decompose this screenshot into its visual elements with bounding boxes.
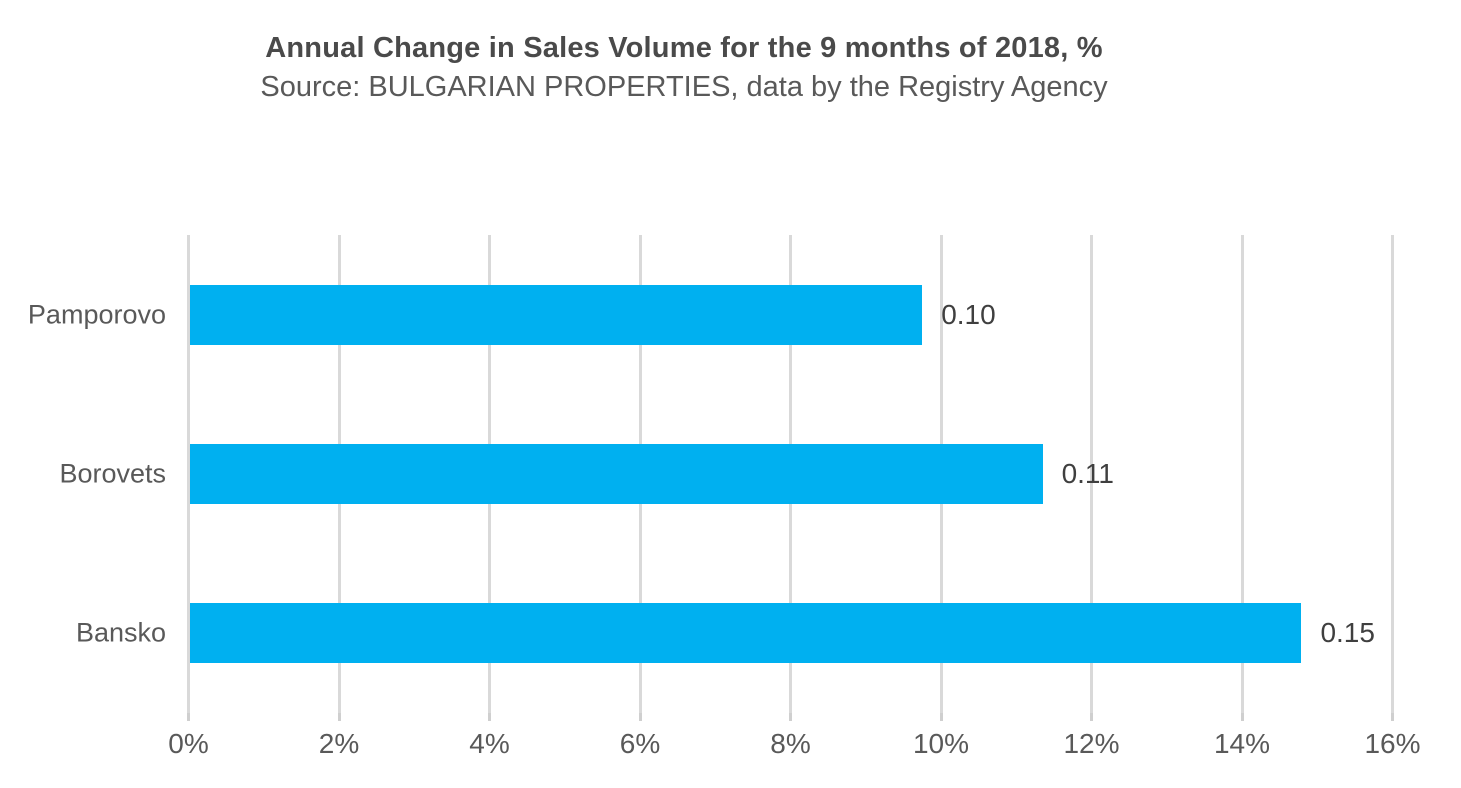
category-label: Bansko: [75, 617, 166, 648]
bar-value-label: 0.11: [1061, 458, 1114, 489]
x-axis-tick-label: 12%: [1063, 728, 1120, 759]
axis-tick: [488, 713, 491, 721]
axis-tick: [337, 713, 341, 721]
gridline: [1090, 235, 1093, 713]
axis-tick: [789, 713, 792, 721]
x-axis-tick-label: 14%: [1213, 728, 1271, 759]
x-axis-tick-label: 2%: [318, 728, 360, 759]
x-axis-tick-label: 8%: [770, 728, 811, 759]
x-axis-tick-label: 4%: [469, 728, 510, 759]
chart-subtitle: Source: BULGARIAN PROPERTIES, data by th…: [260, 70, 1108, 103]
gridline: [187, 235, 190, 713]
x-axis-tick-label: 10%: [912, 728, 970, 759]
gridline: [1240, 235, 1244, 713]
x-axis-tick-label: 16%: [1364, 728, 1421, 759]
category-label: Borovets: [59, 458, 166, 489]
gridline: [1391, 235, 1394, 713]
bar: [190, 284, 923, 345]
axis-tick: [1391, 713, 1394, 721]
axis-tick: [638, 713, 642, 721]
bar: [190, 603, 1302, 664]
x-axis-tick-label: 0%: [168, 728, 209, 759]
axis-tick: [1090, 713, 1093, 721]
x-axis-tick-label: 6%: [619, 728, 661, 759]
chart-header: Annual Change in Sales Volume for the 9 …: [0, 30, 1368, 107]
bar-value-label: 0.10: [941, 298, 996, 330]
bar-value-label: 0.15: [1320, 617, 1375, 649]
axis-tick: [1240, 713, 1244, 721]
category-label: Pamporovo: [27, 299, 166, 330]
axis-tick: [939, 713, 943, 721]
axis-tick: [187, 713, 190, 721]
bar: [190, 444, 1043, 504]
chart-title: Annual Change in Sales Volume for the 9 …: [265, 32, 1103, 64]
